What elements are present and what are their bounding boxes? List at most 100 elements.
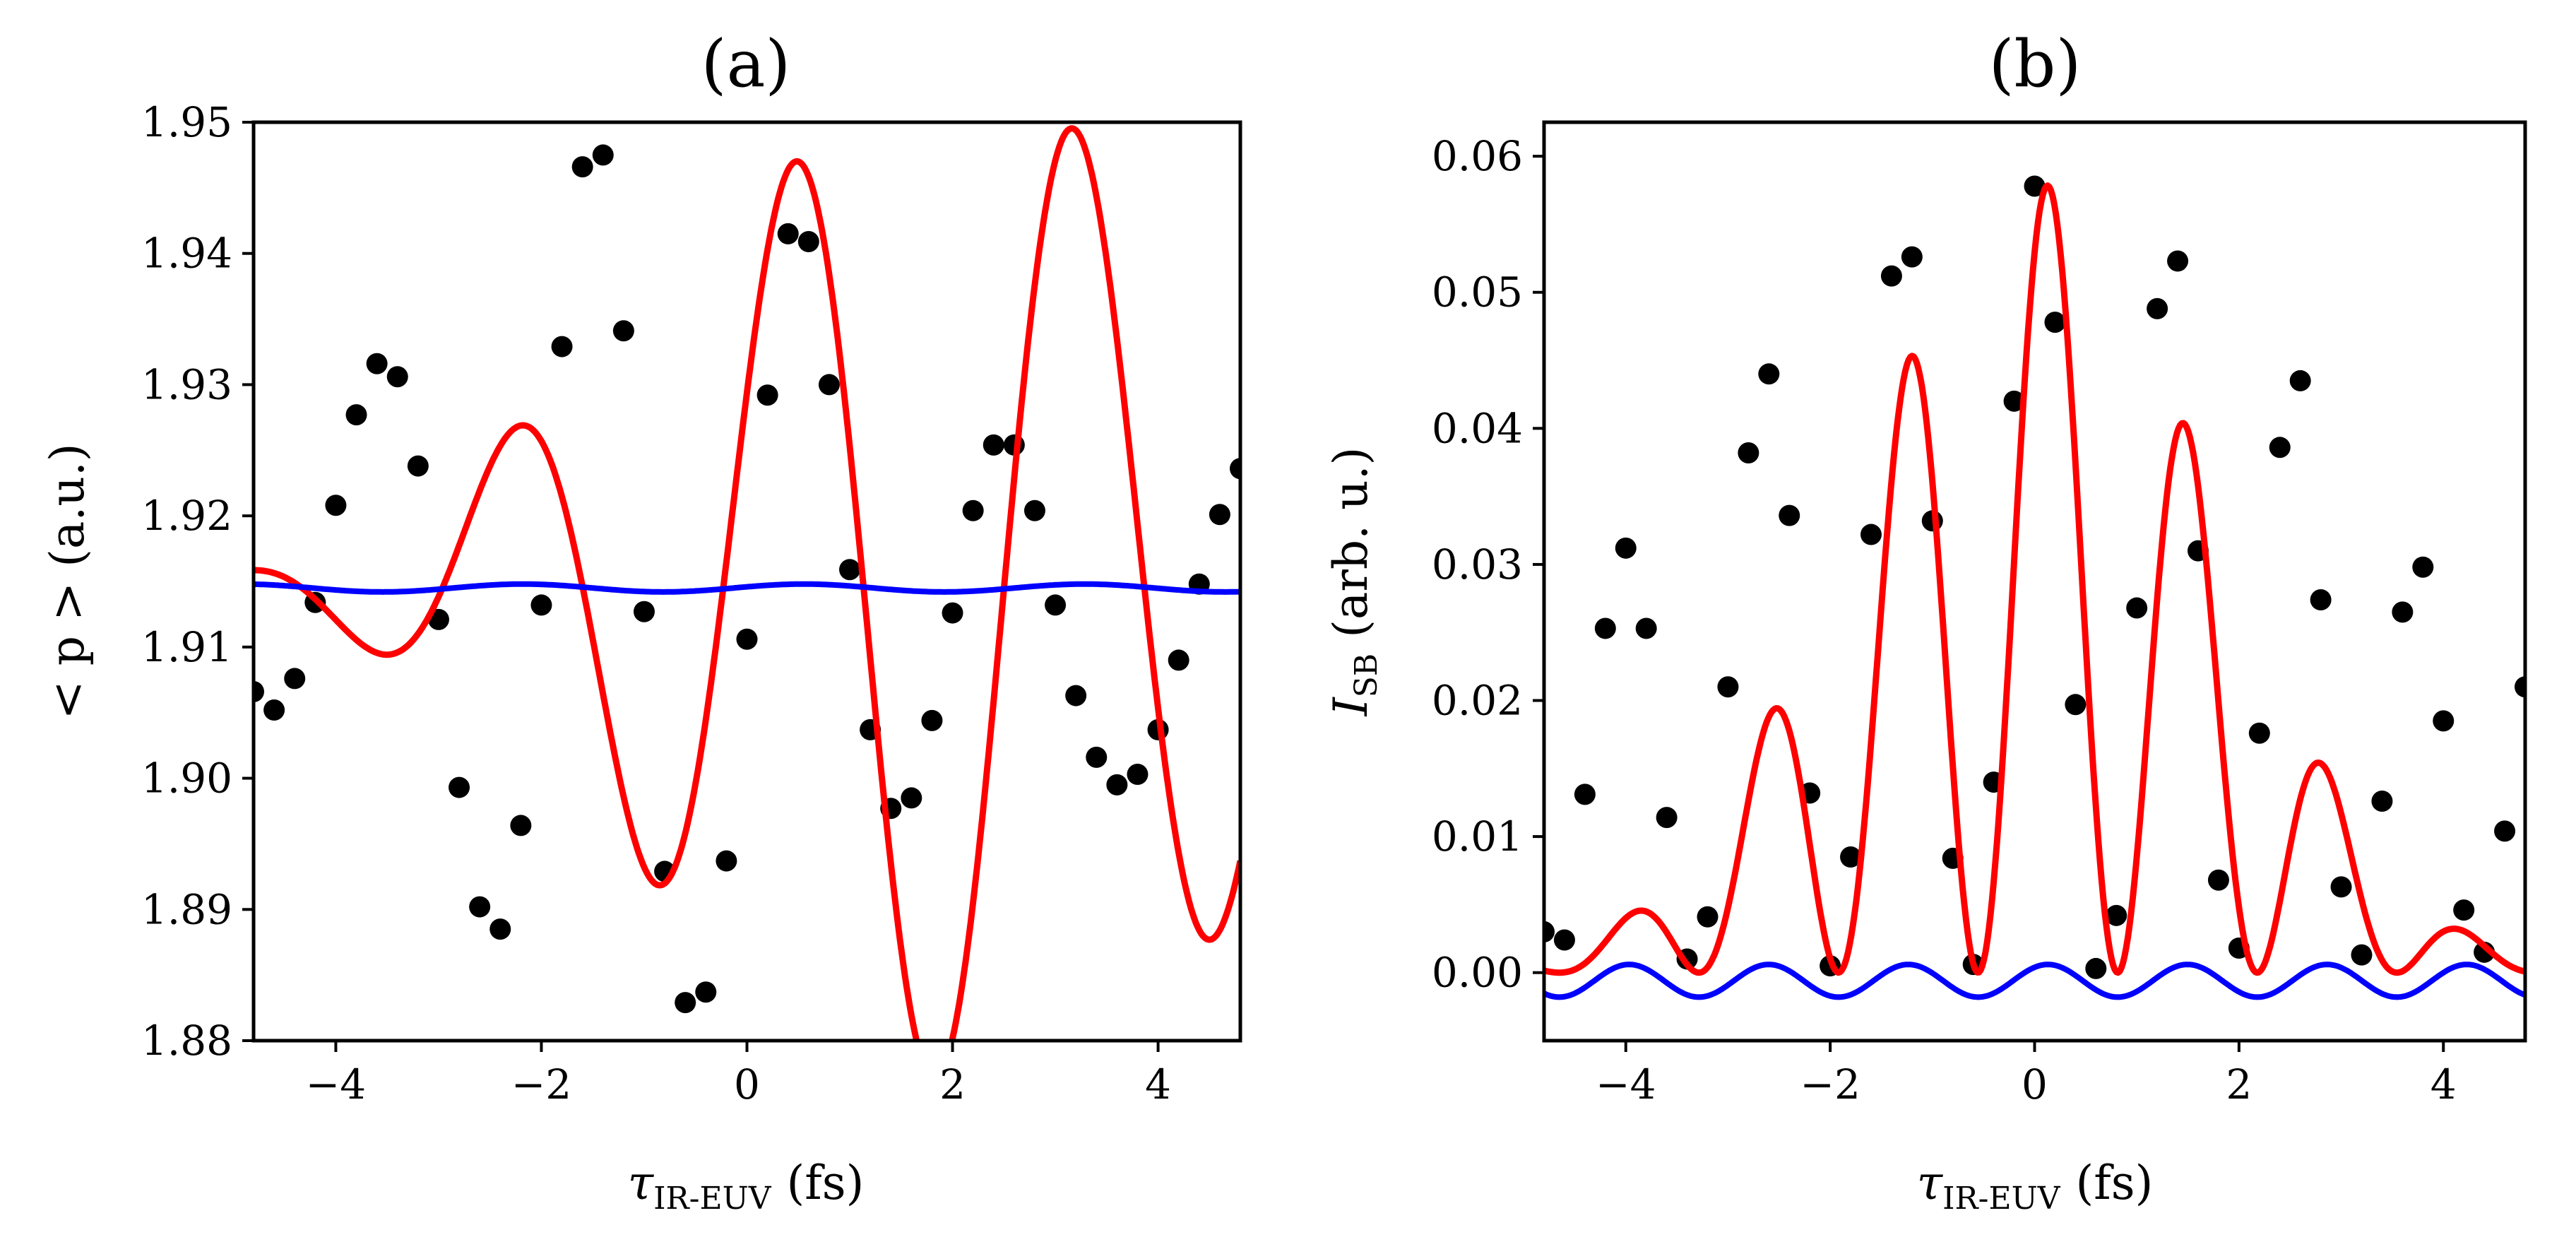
data-point bbox=[325, 495, 347, 516]
data-point bbox=[254, 681, 264, 702]
y-tick-label: 1.91 bbox=[141, 623, 232, 671]
data-point bbox=[1840, 846, 1862, 868]
data-point bbox=[345, 404, 367, 426]
y-tick-label: 1.93 bbox=[141, 360, 232, 408]
data-point bbox=[983, 434, 1004, 456]
y-tick-label: 0.02 bbox=[1432, 677, 1523, 725]
data-point bbox=[942, 602, 963, 624]
data-point bbox=[818, 374, 840, 396]
data-point bbox=[839, 559, 861, 581]
panel-b-y-label-subscript: SB bbox=[1348, 653, 1384, 697]
y-tick-label: 1.95 bbox=[141, 98, 232, 146]
data-point bbox=[2044, 312, 2066, 333]
data-point bbox=[571, 156, 593, 178]
data-point bbox=[2289, 369, 2311, 391]
data-point bbox=[2003, 390, 2025, 412]
data-point bbox=[962, 499, 984, 521]
data-point bbox=[921, 709, 943, 731]
data-point bbox=[2351, 944, 2373, 966]
data-point bbox=[1697, 906, 1719, 928]
data-point bbox=[449, 776, 470, 798]
data-point bbox=[1779, 504, 1800, 526]
data-point bbox=[695, 981, 717, 1003]
data-point bbox=[2392, 601, 2414, 623]
data-point bbox=[2024, 175, 2046, 197]
panel-b-plot-area bbox=[1544, 175, 2525, 1000]
data-point bbox=[777, 223, 799, 244]
data-point bbox=[2167, 250, 2189, 272]
panel-b-x-label-subscript: IR-EUV bbox=[1942, 1181, 2061, 1217]
y-tick-label: 1.94 bbox=[141, 230, 232, 278]
data-point bbox=[2371, 791, 2393, 812]
y-tick-label: 0.04 bbox=[1432, 404, 1523, 452]
data-point bbox=[1880, 265, 1902, 287]
data-point bbox=[489, 918, 511, 940]
data-point bbox=[1086, 746, 1108, 768]
data-point bbox=[386, 366, 408, 388]
panel-b-x-label-symbol: τ bbox=[1917, 1156, 1944, 1210]
data-point bbox=[366, 353, 388, 374]
panel-a-title: (a) bbox=[701, 26, 791, 102]
y-tick-label: 1.88 bbox=[141, 1017, 232, 1065]
x-tick-label: −2 bbox=[511, 1060, 572, 1108]
panel-a-x-label: τIR-EUV (fs) bbox=[628, 1156, 865, 1217]
data-point bbox=[592, 144, 614, 166]
y-tick-label: 0.01 bbox=[1432, 812, 1523, 860]
data-point bbox=[1656, 807, 1678, 829]
data-point bbox=[469, 896, 491, 918]
x-tick-label: −2 bbox=[1800, 1060, 1860, 1108]
data-point bbox=[2515, 676, 2525, 698]
data-point bbox=[2065, 694, 2087, 716]
data-point bbox=[797, 231, 819, 252]
data-point bbox=[2269, 437, 2291, 459]
data-point bbox=[756, 384, 778, 406]
x-tick-label: 4 bbox=[1145, 1060, 1171, 1108]
data-point bbox=[1553, 929, 1575, 951]
x-tick-label: 0 bbox=[2022, 1060, 2048, 1108]
data-point bbox=[1574, 783, 1596, 805]
baseline-line bbox=[1544, 962, 2525, 1000]
y-tick-label: 0.05 bbox=[1432, 268, 1523, 317]
x-tick-label: 0 bbox=[734, 1060, 760, 1108]
data-point bbox=[1758, 363, 1780, 385]
data-point bbox=[2126, 597, 2148, 619]
panel-a-y-label: < p > (a.u.) bbox=[40, 443, 95, 719]
data-point bbox=[901, 787, 922, 809]
data-point bbox=[1635, 617, 1657, 639]
x-tick-label: 4 bbox=[2430, 1060, 2457, 1108]
data-point bbox=[1615, 537, 1637, 559]
data-point bbox=[2453, 899, 2475, 921]
data-point bbox=[2310, 589, 2332, 610]
data-point bbox=[530, 594, 552, 616]
data-point bbox=[1901, 246, 1923, 268]
data-point bbox=[1738, 442, 1759, 463]
x-tick-label: −4 bbox=[306, 1060, 367, 1108]
data-point bbox=[612, 320, 634, 342]
panel-b-y-ticks: 0.00 0.01 0.02 0.03 0.04 0.05 0.06 bbox=[1432, 132, 1544, 997]
data-point bbox=[2433, 710, 2455, 732]
panel-b-y-label-symbol: I bbox=[1324, 696, 1378, 716]
panel-a: (a) −4 −2 0 2 4 1.88 1.89 1.90 1.91 1.92 1.93 1.94… bbox=[40, 26, 1242, 1217]
y-tick-label: 1.92 bbox=[141, 492, 232, 540]
panel-b-y-label: ISB (arb. u.) bbox=[1324, 447, 1384, 717]
panel-b-x-ticks: −4 −2 0 2 4 bbox=[1596, 1041, 2457, 1108]
y-tick-label: 1.90 bbox=[141, 755, 232, 803]
y-tick-label: 1.89 bbox=[141, 885, 232, 933]
data-point bbox=[716, 850, 737, 872]
data-point bbox=[1594, 617, 1616, 639]
data-point bbox=[675, 992, 696, 1014]
data-point bbox=[2330, 876, 2352, 898]
y-tick-label: 0.03 bbox=[1432, 540, 1523, 589]
data-point bbox=[2106, 904, 2127, 926]
data-point bbox=[2147, 297, 2168, 319]
x-tick-label: 2 bbox=[939, 1060, 966, 1108]
data-point bbox=[2207, 869, 2229, 891]
fit-line bbox=[1544, 182, 2525, 976]
data-point bbox=[2412, 556, 2434, 578]
x-tick-label: 2 bbox=[2226, 1060, 2252, 1108]
data-point bbox=[1106, 774, 1128, 796]
data-point bbox=[1045, 594, 1067, 616]
data-point bbox=[1717, 676, 1739, 698]
data-point bbox=[407, 455, 429, 477]
